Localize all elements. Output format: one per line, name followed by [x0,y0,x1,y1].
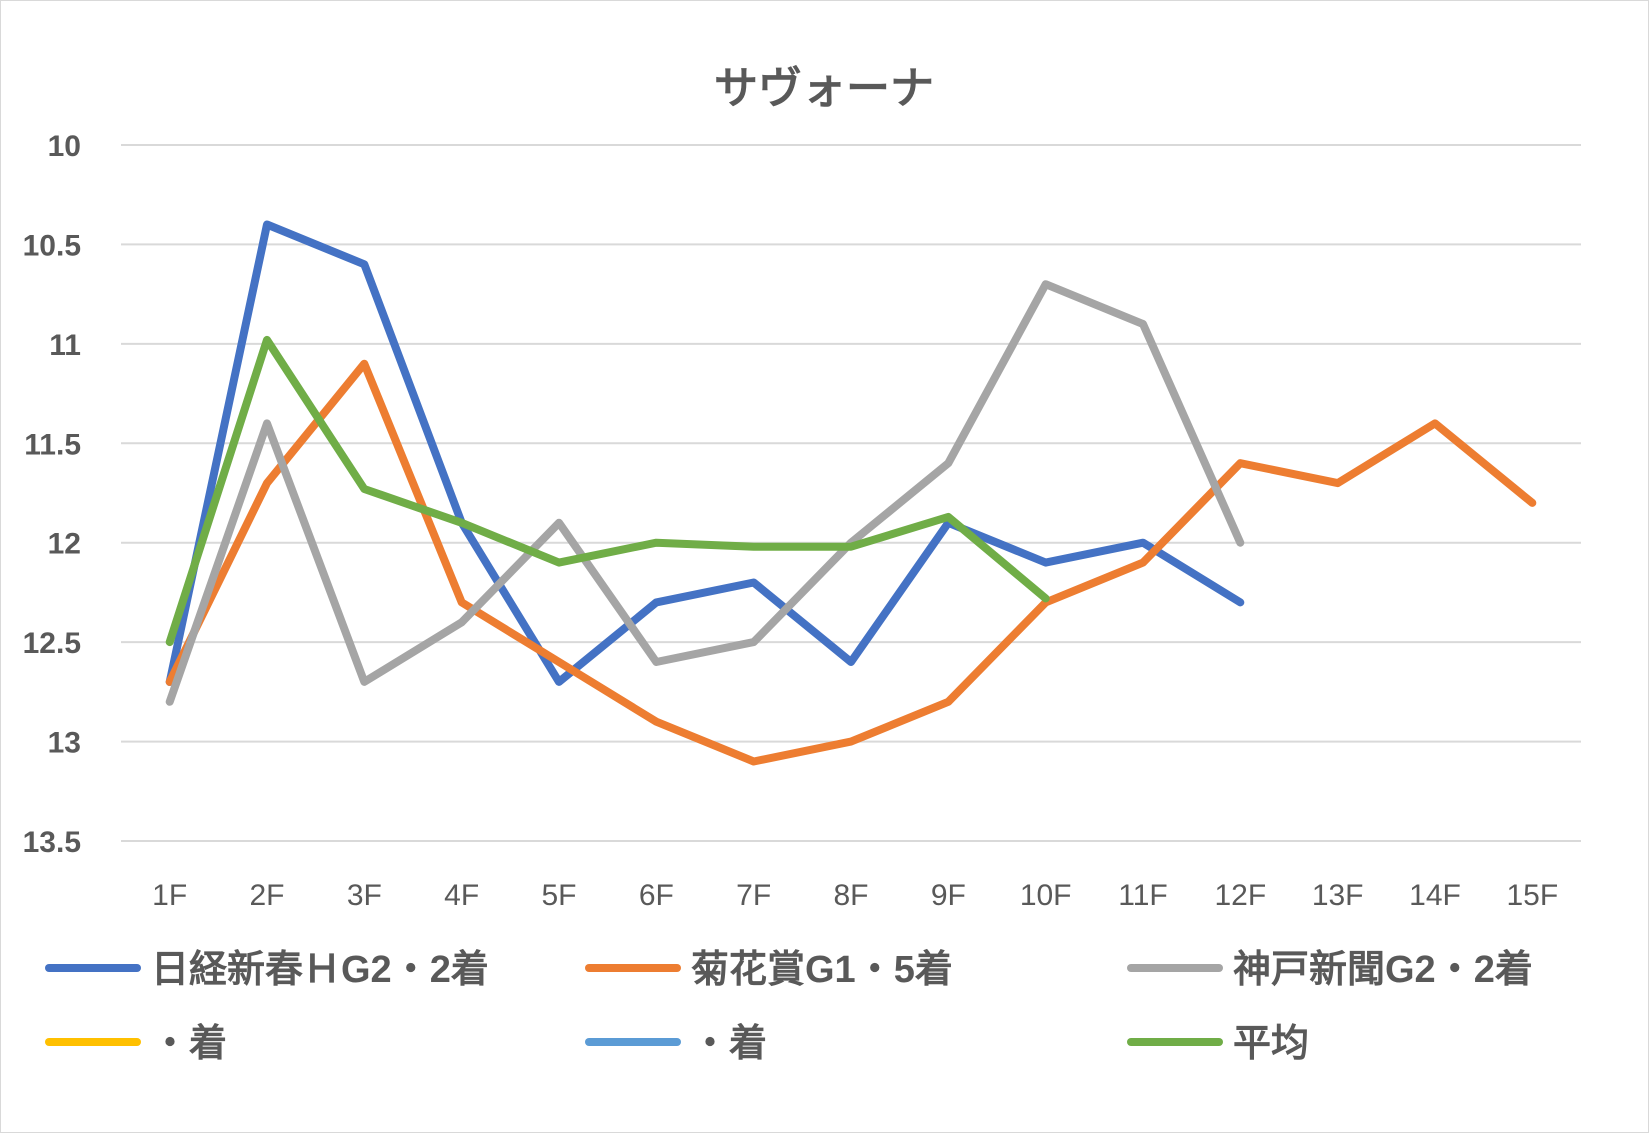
x-tick-label: 12F [1214,879,1266,912]
series-line [165,220,1245,686]
x-tick-label: 2F [249,879,284,912]
y-tick-label: 11 [49,329,81,362]
legend-label: 神戸新聞G2・2着 [1233,949,1533,991]
x-tick-label: 6F [639,879,674,912]
y-tick-label: 13.5 [23,826,81,859]
legend-label: ・着 [151,1023,227,1065]
x-tick-label: 1F [152,879,187,912]
x-tick-label: 3F [347,879,382,912]
chart-title: サヴォーナ [714,64,934,113]
y-tick-label: 12.5 [23,627,81,660]
x-axis-ticks: 1F 2F 3F 4F 5F 6F 7F 8F 9F 10F 11F 12F 13F 14F 15F [152,879,1558,912]
x-tick-label: 5F [541,879,576,912]
x-tick-label: 11F [1118,879,1167,912]
legend-label: ・着 [691,1023,767,1065]
x-tick-label: 10F [1020,879,1072,912]
x-tick-label: 14F [1409,879,1461,912]
legend-label: 菊花賞G1・5着 [691,949,953,991]
x-tick-label: 9F [931,879,966,912]
x-tick-label: 15F [1506,879,1558,912]
series-line [165,280,1245,706]
legend-label: 日経新春ＨG2・2着 [151,949,489,991]
legend-label: 平均 [1233,1023,1309,1065]
y-tick-label: 13 [48,727,81,760]
x-tick-label: 4F [444,879,479,912]
x-tick-label: 8F [833,879,868,912]
y-tick-label: 11.5 [24,428,81,461]
gridlines [121,144,1581,842]
y-tick-label: 12 [48,528,81,561]
y-axis-ticks: 10 10.5 11 11.5 12 12.5 13 13.5 [23,130,81,859]
legend: 日経新春ＨG2・2着 菊花賞G1・5着 神戸新聞G2・2着・着 ・着 平均 [45,949,1533,1065]
x-tick-label: 13F [1312,879,1364,912]
series-lines [165,220,1537,766]
y-tick-label: 10.5 [23,229,81,262]
series-line [165,359,1537,766]
x-tick-label: 7F [736,879,771,912]
y-tick-label: 10 [48,130,81,163]
series-line [165,335,1050,647]
